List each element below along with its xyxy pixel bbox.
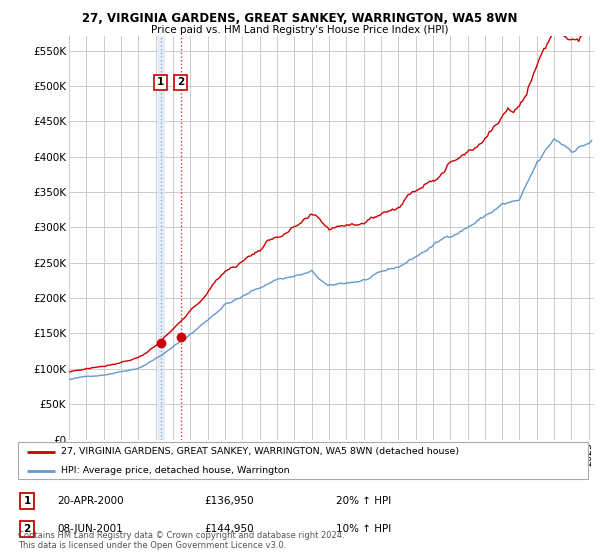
- Text: 10% ↑ HPI: 10% ↑ HPI: [336, 524, 391, 534]
- FancyBboxPatch shape: [18, 442, 588, 479]
- Text: 27, VIRGINIA GARDENS, GREAT SANKEY, WARRINGTON, WA5 8WN: 27, VIRGINIA GARDENS, GREAT SANKEY, WARR…: [82, 12, 518, 25]
- Text: Price paid vs. HM Land Registry's House Price Index (HPI): Price paid vs. HM Land Registry's House …: [151, 25, 449, 35]
- Text: £144,950: £144,950: [204, 524, 254, 534]
- Text: £136,950: £136,950: [204, 496, 254, 506]
- Text: Contains HM Land Registry data © Crown copyright and database right 2024.
This d: Contains HM Land Registry data © Crown c…: [18, 530, 344, 550]
- Text: 2: 2: [23, 524, 31, 534]
- Text: 2: 2: [177, 77, 184, 87]
- Text: 20-APR-2000: 20-APR-2000: [57, 496, 124, 506]
- Bar: [158, 36, 164, 440]
- Text: 1: 1: [157, 77, 164, 87]
- Text: 08-JUN-2001: 08-JUN-2001: [57, 524, 123, 534]
- Text: 1: 1: [23, 496, 31, 506]
- Text: HPI: Average price, detached house, Warrington: HPI: Average price, detached house, Warr…: [61, 466, 289, 475]
- Text: 20% ↑ HPI: 20% ↑ HPI: [336, 496, 391, 506]
- Text: 27, VIRGINIA GARDENS, GREAT SANKEY, WARRINGTON, WA5 8WN (detached house): 27, VIRGINIA GARDENS, GREAT SANKEY, WARR…: [61, 447, 459, 456]
